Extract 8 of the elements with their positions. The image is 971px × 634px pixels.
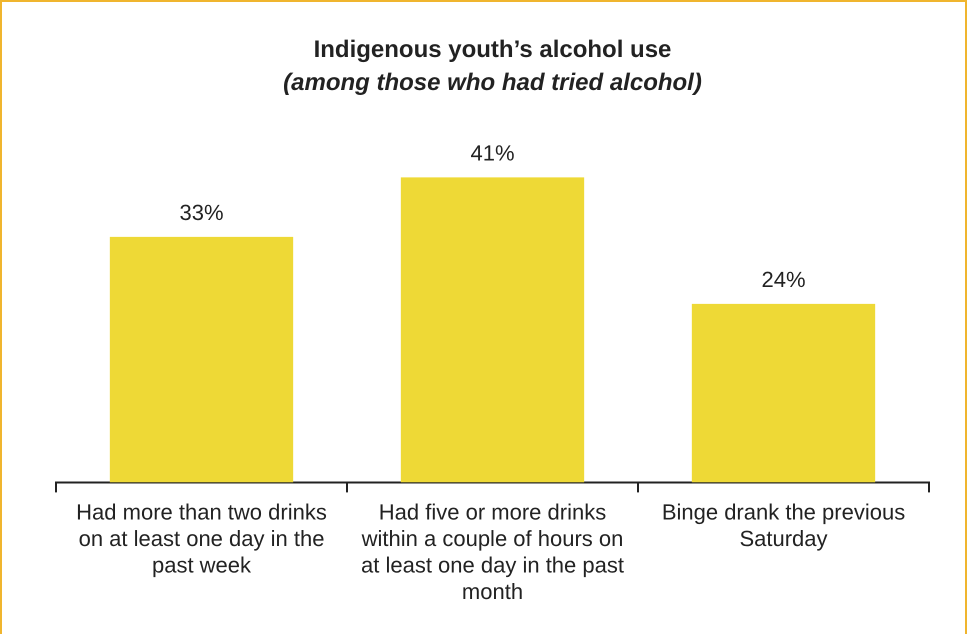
x-tick-label: Binge drank the previous Saturday	[662, 500, 906, 552]
chart-subtitle: (among those who had tried alcohol)	[283, 68, 702, 96]
chart-title: Indigenous youth’s alcohol use	[314, 36, 672, 64]
data-label: 33%	[179, 200, 224, 225]
x-tick-label: Had five or more drinks within a couple of hours on at least one day in the past month	[360, 500, 624, 604]
x-tick-label: Had more than two drinks on at least one day in the past week	[76, 500, 327, 578]
data-label: 24%	[761, 266, 806, 292]
data-label: 41%	[470, 140, 515, 166]
